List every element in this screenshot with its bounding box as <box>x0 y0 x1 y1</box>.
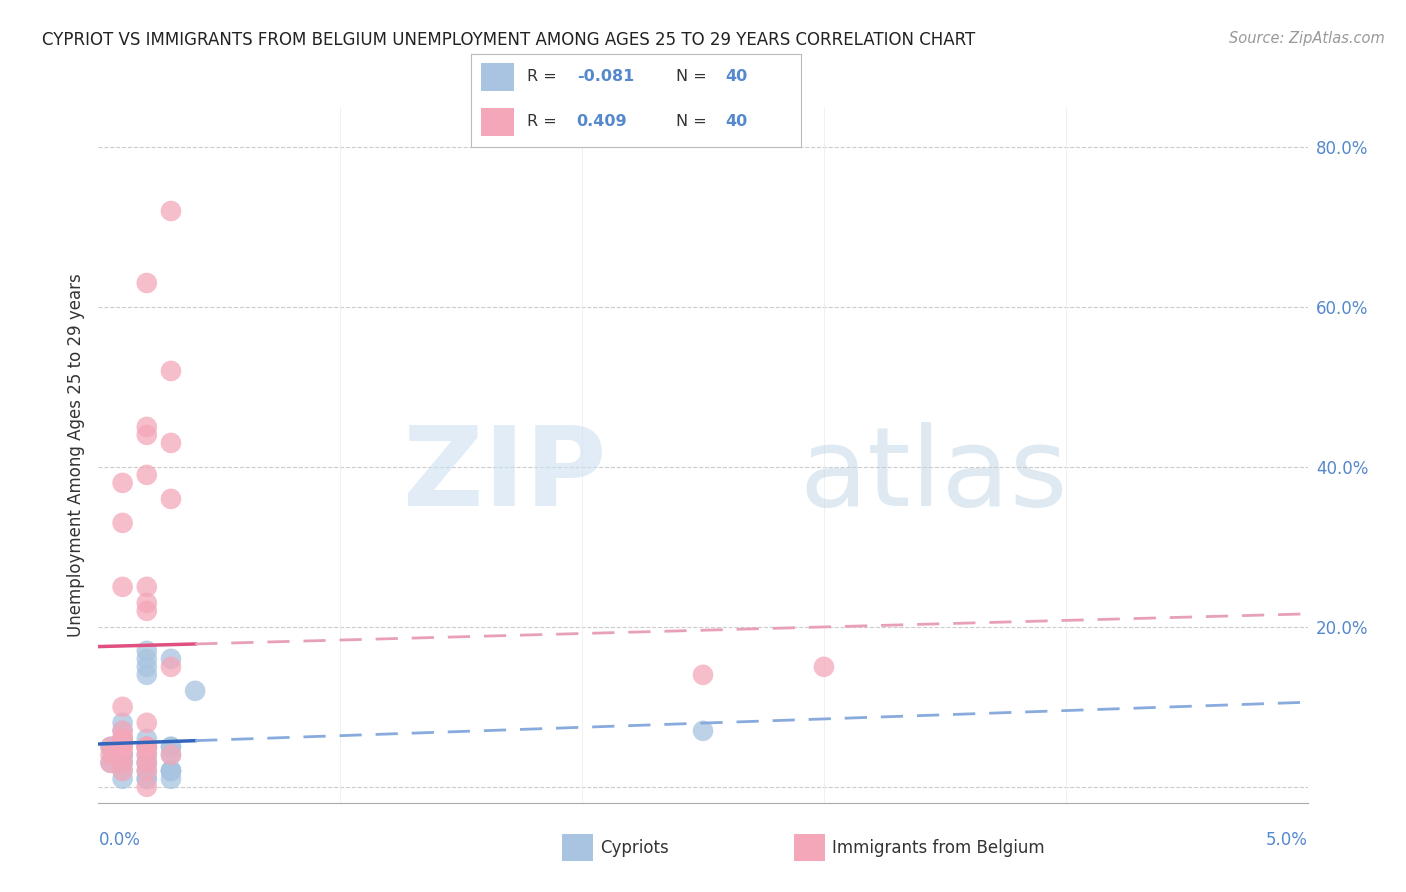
Text: CYPRIOT VS IMMIGRANTS FROM BELGIUM UNEMPLOYMENT AMONG AGES 25 TO 29 YEARS CORREL: CYPRIOT VS IMMIGRANTS FROM BELGIUM UNEMP… <box>42 31 976 49</box>
FancyBboxPatch shape <box>481 63 515 91</box>
Point <box>135 756 157 770</box>
Point <box>100 747 122 762</box>
Point <box>135 731 157 746</box>
Point <box>160 772 183 786</box>
Point <box>135 652 157 666</box>
Point <box>135 580 157 594</box>
Point <box>100 756 122 770</box>
Text: N =: N = <box>676 70 711 85</box>
Point <box>100 739 122 754</box>
Point <box>111 475 134 490</box>
Point <box>111 731 134 746</box>
Point <box>135 420 157 434</box>
Point <box>111 756 134 770</box>
Point <box>813 660 835 674</box>
Point <box>135 668 157 682</box>
Point <box>111 731 134 746</box>
Point <box>111 772 134 786</box>
Text: R =: R = <box>527 70 562 85</box>
Point <box>160 739 183 754</box>
Point <box>160 747 183 762</box>
Point <box>160 652 183 666</box>
Point <box>111 764 134 778</box>
Point <box>135 739 157 754</box>
Point <box>135 596 157 610</box>
Text: 40: 40 <box>725 70 748 85</box>
FancyBboxPatch shape <box>481 108 515 136</box>
Point <box>160 747 183 762</box>
Point <box>111 715 134 730</box>
Text: -0.081: -0.081 <box>576 70 634 85</box>
Point <box>692 668 714 682</box>
Point <box>111 699 134 714</box>
Point <box>111 756 134 770</box>
Point <box>111 580 134 594</box>
Point <box>111 764 134 778</box>
Point <box>135 780 157 794</box>
Text: 0.0%: 0.0% <box>98 830 141 849</box>
Point <box>111 731 134 746</box>
Point <box>135 747 157 762</box>
Point <box>135 772 157 786</box>
Point <box>111 747 134 762</box>
Point <box>135 739 157 754</box>
Text: atlas: atlas <box>800 422 1069 529</box>
Point <box>135 756 157 770</box>
Point <box>160 491 183 506</box>
Point <box>135 756 157 770</box>
Text: Source: ZipAtlas.com: Source: ZipAtlas.com <box>1229 31 1385 46</box>
Text: R =: R = <box>527 114 562 129</box>
Text: Cypriots: Cypriots <box>600 839 669 857</box>
Point <box>135 428 157 442</box>
Point <box>135 739 157 754</box>
Point <box>135 772 157 786</box>
Point <box>160 436 183 450</box>
Point <box>111 747 134 762</box>
Point <box>111 747 134 762</box>
Point <box>111 731 134 746</box>
Text: 40: 40 <box>725 114 748 129</box>
Point <box>160 764 183 778</box>
Point <box>160 739 183 754</box>
Text: ZIP: ZIP <box>404 422 606 529</box>
Point <box>184 683 207 698</box>
Point <box>111 731 134 746</box>
Point <box>111 723 134 738</box>
Point <box>135 467 157 482</box>
Point <box>135 644 157 658</box>
Point <box>111 739 134 754</box>
Point <box>100 739 122 754</box>
Point <box>111 747 134 762</box>
Point <box>111 739 134 754</box>
Text: 0.409: 0.409 <box>576 114 627 129</box>
Point <box>135 764 157 778</box>
Point <box>135 747 157 762</box>
Point <box>160 764 183 778</box>
Point <box>135 739 157 754</box>
Point <box>111 747 134 762</box>
Point <box>111 723 134 738</box>
Point <box>160 764 183 778</box>
Point <box>135 739 157 754</box>
Point <box>692 723 714 738</box>
Point <box>111 739 134 754</box>
Point <box>135 764 157 778</box>
Point <box>160 364 183 378</box>
Text: 5.0%: 5.0% <box>1265 830 1308 849</box>
Point <box>111 756 134 770</box>
Point <box>111 516 134 530</box>
Point <box>135 276 157 290</box>
Point <box>111 739 134 754</box>
Point <box>135 715 157 730</box>
Point <box>135 660 157 674</box>
Point <box>111 731 134 746</box>
Text: Immigrants from Belgium: Immigrants from Belgium <box>832 839 1045 857</box>
Point <box>111 739 134 754</box>
Point <box>160 660 183 674</box>
Point <box>135 604 157 618</box>
Point <box>160 204 183 219</box>
Y-axis label: Unemployment Among Ages 25 to 29 years: Unemployment Among Ages 25 to 29 years <box>66 273 84 637</box>
Text: N =: N = <box>676 114 711 129</box>
Point <box>100 756 122 770</box>
